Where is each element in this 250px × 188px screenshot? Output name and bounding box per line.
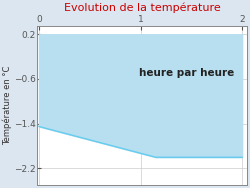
Text: heure par heure: heure par heure [139,68,234,78]
Y-axis label: Température en °C: Température en °C [3,66,12,145]
Title: Evolution de la température: Evolution de la température [64,3,220,13]
